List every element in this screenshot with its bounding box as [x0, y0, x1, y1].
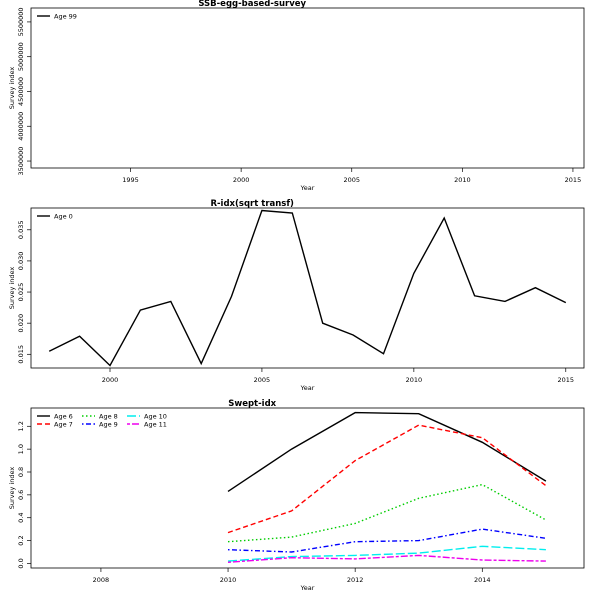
plot-frame: [30, 7, 585, 169]
y-tick-label: 3500000: [17, 147, 25, 176]
x-axis-label: Year: [300, 384, 315, 392]
y-tick-label: 0.8: [17, 467, 25, 477]
plot-frame: [30, 407, 585, 569]
y-tick-label: 0.0: [17, 558, 25, 568]
legend-label: Age 99: [54, 12, 77, 20]
panel-2: Swept-idx 2008 2010 2012 2014 0.0 0.2 0.4 0.6 0.8…: [8, 399, 585, 592]
panel-0: SSB-egg-based-survey 1995 2000 2005 2010 2015…: [8, 0, 585, 192]
x-tick-label: 2015: [565, 176, 582, 184]
x-axis-label: Year: [300, 184, 315, 192]
y-tick-label: 0.035: [17, 220, 25, 239]
series-line-age-0: [48, 209, 567, 367]
legend-label: Age 7: [54, 420, 73, 428]
y-tick-label: 0.025: [17, 283, 25, 302]
y-tick-label: 0.6: [17, 490, 25, 500]
series-line-age-8: [227, 483, 547, 543]
panel-title: Swept-idx: [228, 399, 276, 409]
plot-frame: [30, 207, 585, 369]
x-tick-label: 2012: [347, 576, 364, 584]
y-axis-label: Survey index: [8, 267, 16, 310]
panel-title: R-idx(sqrt transf): [210, 199, 294, 209]
series-line-age-11: [227, 554, 546, 563]
series-line-age-7: [227, 424, 547, 534]
x-tick-label: 2015: [557, 376, 574, 384]
series-line-age-6: [227, 411, 547, 492]
x-tick-label: 2010: [454, 176, 471, 184]
y-tick-label: 4000000: [17, 112, 25, 141]
x-tick-label: 2010: [220, 576, 237, 584]
y-tick-label: 4500000: [17, 77, 25, 106]
x-tick-label: 2005: [343, 176, 360, 184]
series-line-age-10: [227, 545, 546, 562]
y-tick-label: 0.030: [17, 252, 25, 271]
y-tick-label: 0.4: [17, 513, 25, 523]
y-tick-label: 0.020: [17, 314, 25, 333]
legend-label: Age 11: [144, 420, 167, 428]
y-tick-label: 1.0: [17, 444, 25, 454]
x-tick-label: 2014: [474, 576, 491, 584]
y-axis-label: Survey index: [8, 67, 16, 110]
panel-title: SSB-egg-based-survey: [198, 0, 306, 9]
series-line-age-9: [227, 528, 547, 553]
legend-label: Age 6: [54, 412, 73, 420]
y-tick-label: 0.2: [17, 535, 25, 545]
x-tick-label: 2008: [93, 576, 110, 584]
y-axis-label: Survey index: [8, 467, 16, 510]
y-tick-label: 1.2: [17, 421, 25, 431]
legend-label: Age 10: [144, 412, 167, 420]
legend-label: Age 0: [54, 212, 73, 220]
y-tick-label: 5500000: [17, 7, 25, 36]
y-tick-label: 0.015: [17, 345, 25, 364]
x-tick-label: 2005: [254, 376, 271, 384]
x-tick-label: 2000: [102, 376, 119, 384]
x-tick-label: 1995: [122, 176, 139, 184]
y-tick-label: 5000000: [17, 42, 25, 71]
panel-1: R-idx(sqrt transf) 2000 2005 2010 2015 0.015 0…: [8, 199, 585, 392]
legend-label: Age 8: [99, 412, 118, 420]
x-tick-label: 2010: [406, 376, 423, 384]
x-axis-label: Year: [300, 584, 315, 592]
legend-label: Age 9: [99, 420, 118, 428]
x-tick-label: 2000: [233, 176, 250, 184]
